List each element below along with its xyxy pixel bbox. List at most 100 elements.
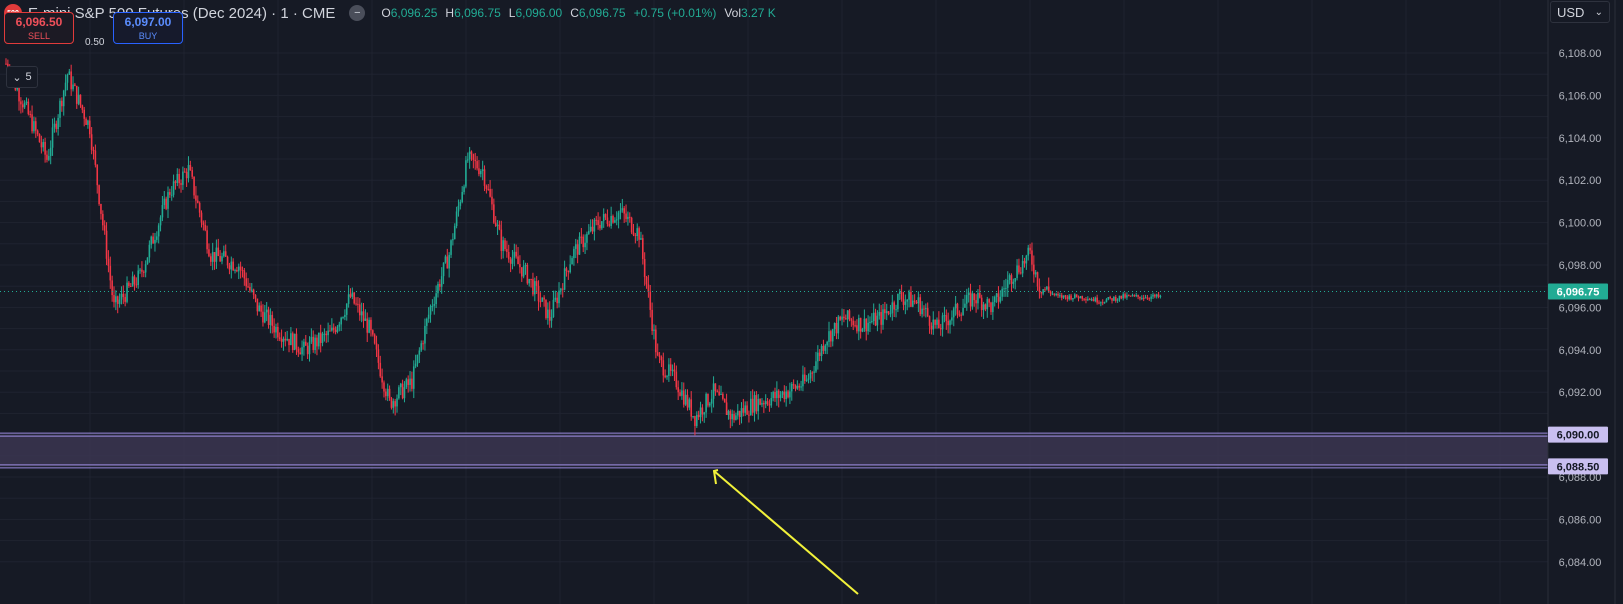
candle-body	[952, 308, 955, 318]
candle-body	[267, 309, 270, 326]
price-tick-label: 6,094.00	[1559, 345, 1602, 357]
candle-body	[496, 224, 499, 226]
candle-body	[215, 247, 218, 262]
last-price-badge: 6,096.75	[1557, 287, 1600, 299]
candle-body	[332, 327, 335, 330]
candle-body	[1092, 299, 1095, 302]
indicators-collapse-button[interactable]: ⌄ 5	[6, 66, 38, 88]
candle-body	[412, 366, 415, 389]
candle-body	[53, 123, 56, 128]
candle-body	[260, 305, 262, 312]
candle-body	[783, 391, 786, 399]
candle-body	[48, 156, 50, 160]
candle-body	[92, 149, 95, 151]
candle-body	[709, 403, 711, 406]
candle-body	[1059, 295, 1061, 297]
candle-body	[116, 296, 119, 304]
candle-body	[1096, 297, 1098, 303]
price-tick-label: 6,086.00	[1559, 514, 1602, 526]
candle-body	[159, 217, 162, 226]
candle-body	[55, 123, 58, 130]
candle-body	[353, 292, 355, 304]
candle-body	[669, 364, 672, 371]
candle-body	[318, 332, 320, 347]
candle-body	[388, 388, 391, 399]
candle-body	[178, 174, 180, 184]
candle-body	[280, 338, 283, 342]
price-tick-label: 6,108.00	[1559, 48, 1602, 60]
candle-body	[308, 341, 311, 355]
candle-body	[751, 398, 754, 413]
candle-body	[556, 297, 558, 304]
candle-body	[548, 309, 551, 321]
candle-body	[815, 361, 817, 372]
buy-button[interactable]: 6,097.00 BUY	[113, 12, 183, 44]
candle-body	[1047, 286, 1050, 292]
price-tick-label: 6,102.00	[1559, 175, 1602, 187]
candle-body	[265, 309, 268, 313]
minus-icon[interactable]: −	[349, 5, 366, 21]
candle-body	[800, 386, 802, 388]
candle-body	[962, 307, 964, 315]
candle-body	[167, 192, 169, 209]
candle-body	[524, 264, 527, 267]
candle-body	[20, 101, 22, 105]
candle-body	[649, 291, 652, 310]
currency-select[interactable]: USD ⌄	[1550, 1, 1610, 23]
candle-body	[1100, 302, 1102, 304]
candle-body	[552, 299, 555, 318]
candle-body	[898, 292, 901, 294]
candle-body	[290, 333, 292, 346]
candle-body	[1005, 287, 1007, 289]
candle-body	[809, 372, 812, 379]
candle-body	[807, 378, 810, 380]
candle-body	[563, 268, 566, 290]
price-tick-label: 6,084.00	[1559, 557, 1602, 569]
candle-body	[541, 297, 544, 302]
candle-body	[856, 325, 858, 332]
candle-body	[21, 104, 24, 108]
candle-body	[498, 224, 501, 230]
candle-body	[565, 268, 568, 271]
candle-body	[951, 317, 953, 321]
candle-body	[589, 226, 592, 232]
candle-body	[805, 379, 808, 381]
candle-body	[169, 192, 171, 195]
candle-body	[1085, 299, 1087, 301]
candle-body	[429, 306, 432, 315]
candle-body	[483, 169, 486, 186]
candle-body	[1126, 295, 1128, 298]
candle-body	[1003, 288, 1005, 290]
candle-body	[286, 338, 288, 341]
candle-body	[547, 309, 549, 319]
axis-background	[1548, 0, 1623, 604]
candle-body	[1075, 294, 1078, 298]
candle-body	[87, 120, 89, 125]
candle-body	[1087, 299, 1089, 301]
candle-body	[574, 244, 577, 249]
candle-body	[88, 120, 91, 135]
candle-body	[170, 194, 173, 196]
candle-body	[1150, 296, 1152, 299]
candle-body	[79, 94, 82, 106]
candle-body	[748, 414, 750, 416]
candle-body	[999, 296, 1002, 302]
candle-body	[911, 300, 914, 307]
candle-body	[604, 214, 607, 218]
candle-body	[355, 303, 357, 305]
candle-body	[187, 165, 190, 179]
candle-body	[61, 100, 63, 107]
candle-body	[254, 294, 257, 299]
candle-body	[839, 316, 841, 320]
candle-body	[223, 251, 225, 257]
candles	[5, 58, 1162, 436]
candle-body	[573, 248, 575, 259]
candle-body	[1159, 295, 1162, 297]
candle-body	[368, 319, 370, 333]
candle-body	[1116, 299, 1119, 301]
candle-body	[1010, 275, 1013, 284]
last-price-badge-bg	[1548, 283, 1608, 300]
sell-button[interactable]: 6,096.50 SELL	[4, 12, 74, 44]
candle-body	[843, 316, 845, 319]
